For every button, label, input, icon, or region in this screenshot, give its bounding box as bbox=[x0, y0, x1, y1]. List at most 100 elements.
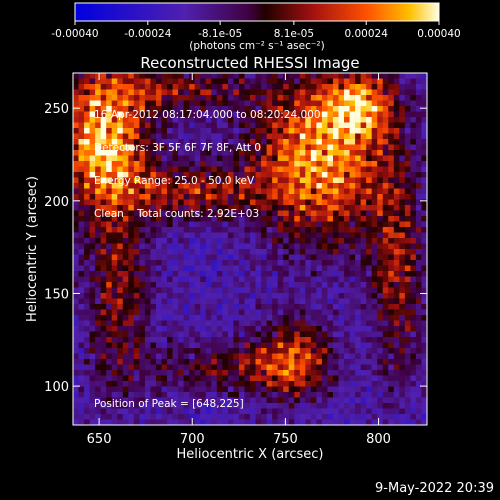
heatmap-cell bbox=[227, 298, 234, 305]
heatmap-cell bbox=[388, 342, 395, 349]
heatmap-cell bbox=[277, 397, 284, 404]
heatmap-cell bbox=[299, 370, 306, 376]
heatmap-cell bbox=[183, 282, 190, 288]
heatmap-cell bbox=[139, 403, 146, 409]
heatmap-cell bbox=[305, 205, 312, 211]
heatmap-cell bbox=[111, 271, 118, 277]
heatmap-cell bbox=[128, 150, 135, 156]
heatmap-cell bbox=[321, 128, 328, 134]
heatmap-cell bbox=[205, 364, 212, 371]
heatmap-cell bbox=[189, 199, 196, 206]
heatmap-cell bbox=[78, 414, 85, 420]
heatmap-cell bbox=[277, 260, 284, 266]
heatmap-cell bbox=[250, 315, 256, 321]
heatmap-cell bbox=[233, 73, 240, 79]
heatmap-cell bbox=[332, 243, 339, 250]
heatmap-cell bbox=[299, 227, 306, 233]
heatmap-cell bbox=[233, 414, 240, 420]
heatmap-cell bbox=[316, 95, 323, 101]
heatmap-cell bbox=[355, 238, 362, 244]
x-axis-label: Heliocentric X (arcsec) bbox=[177, 447, 324, 462]
heatmap-cell bbox=[410, 249, 417, 255]
heatmap-cell bbox=[355, 287, 362, 294]
heatmap-cell bbox=[250, 293, 256, 299]
heatmap-cell bbox=[189, 359, 196, 365]
heatmap-cell bbox=[415, 331, 422, 338]
heatmap-cell bbox=[299, 397, 306, 404]
heatmap-cell bbox=[139, 144, 146, 151]
heatmap-cell bbox=[89, 370, 96, 376]
heatmap-cell bbox=[84, 282, 90, 288]
heatmap-cell bbox=[233, 359, 240, 365]
heatmap-cell bbox=[288, 342, 295, 349]
heatmap-cell bbox=[222, 348, 229, 354]
heatmap-cell bbox=[205, 172, 212, 178]
heatmap-cell bbox=[95, 161, 102, 167]
heatmap-cell bbox=[410, 166, 417, 173]
heatmap-cell bbox=[189, 375, 196, 382]
heatmap-cell bbox=[338, 84, 345, 90]
heatmap-cell bbox=[410, 353, 417, 360]
heatmap-cell bbox=[310, 161, 317, 167]
heatmap-cell bbox=[404, 117, 411, 123]
heatmap-cell bbox=[200, 370, 207, 376]
heatmap-cell bbox=[100, 216, 107, 222]
heatmap-cell bbox=[189, 128, 196, 134]
heatmap-cell bbox=[421, 337, 427, 343]
heatmap-cell bbox=[261, 221, 267, 228]
heatmap-cell bbox=[178, 122, 185, 129]
heatmap-cell bbox=[277, 155, 284, 162]
heatmap-cell bbox=[233, 205, 240, 211]
heatmap-cell bbox=[89, 397, 96, 404]
heatmap-cell bbox=[399, 199, 406, 206]
heatmap-cell bbox=[332, 161, 339, 167]
heatmap-cell bbox=[211, 342, 218, 349]
heatmap-cell bbox=[244, 315, 251, 321]
heatmap-cell bbox=[371, 265, 378, 272]
heatmap-cell bbox=[150, 100, 157, 107]
heatmap-cell bbox=[332, 238, 339, 244]
heatmap-cell bbox=[172, 133, 179, 140]
heatmap-cell bbox=[144, 73, 151, 79]
heatmap-cell bbox=[144, 381, 151, 387]
heatmap-cell bbox=[355, 403, 362, 409]
heatmap-cell bbox=[266, 287, 273, 294]
heatmap-cell bbox=[128, 111, 135, 118]
heatmap-cell bbox=[89, 188, 96, 195]
heatmap-cell bbox=[382, 89, 389, 96]
heatmap-cell bbox=[84, 331, 90, 338]
heatmap-cell bbox=[272, 243, 279, 250]
heatmap-cell bbox=[366, 95, 373, 101]
heatmap-cell bbox=[404, 386, 411, 393]
heatmap-cell bbox=[144, 386, 151, 393]
heatmap-cell bbox=[332, 249, 339, 255]
heatmap-cell bbox=[89, 375, 96, 382]
heatmap-cell bbox=[122, 260, 129, 266]
heatmap-cell bbox=[155, 315, 162, 321]
heatmap-cell bbox=[167, 100, 173, 107]
heatmap-cell bbox=[321, 282, 328, 288]
heatmap-cell bbox=[84, 265, 90, 272]
heatmap-cell bbox=[321, 78, 328, 85]
heatmap-cell bbox=[73, 100, 79, 107]
heatmap-cell bbox=[205, 177, 212, 184]
heatmap-cell bbox=[161, 216, 168, 222]
heatmap-cell bbox=[421, 386, 427, 393]
heatmap-cell bbox=[266, 133, 273, 140]
heatmap-cell bbox=[404, 276, 411, 283]
heatmap-cell bbox=[377, 243, 384, 250]
heatmap-cell bbox=[355, 111, 362, 118]
heatmap-cell bbox=[211, 210, 218, 217]
heatmap-cell bbox=[371, 216, 378, 222]
heatmap-cell bbox=[294, 78, 301, 85]
heatmap-cell bbox=[388, 408, 395, 415]
heatmap-cell bbox=[410, 331, 417, 338]
heatmap-cell bbox=[205, 150, 212, 156]
heatmap-cell bbox=[178, 106, 185, 112]
heatmap-cell bbox=[255, 188, 262, 195]
heatmap-cell bbox=[222, 419, 229, 425]
heatmap-cell bbox=[89, 381, 96, 387]
heatmap-cell bbox=[200, 403, 207, 409]
heatmap-cell bbox=[261, 254, 267, 261]
heatmap-cell bbox=[272, 309, 279, 316]
